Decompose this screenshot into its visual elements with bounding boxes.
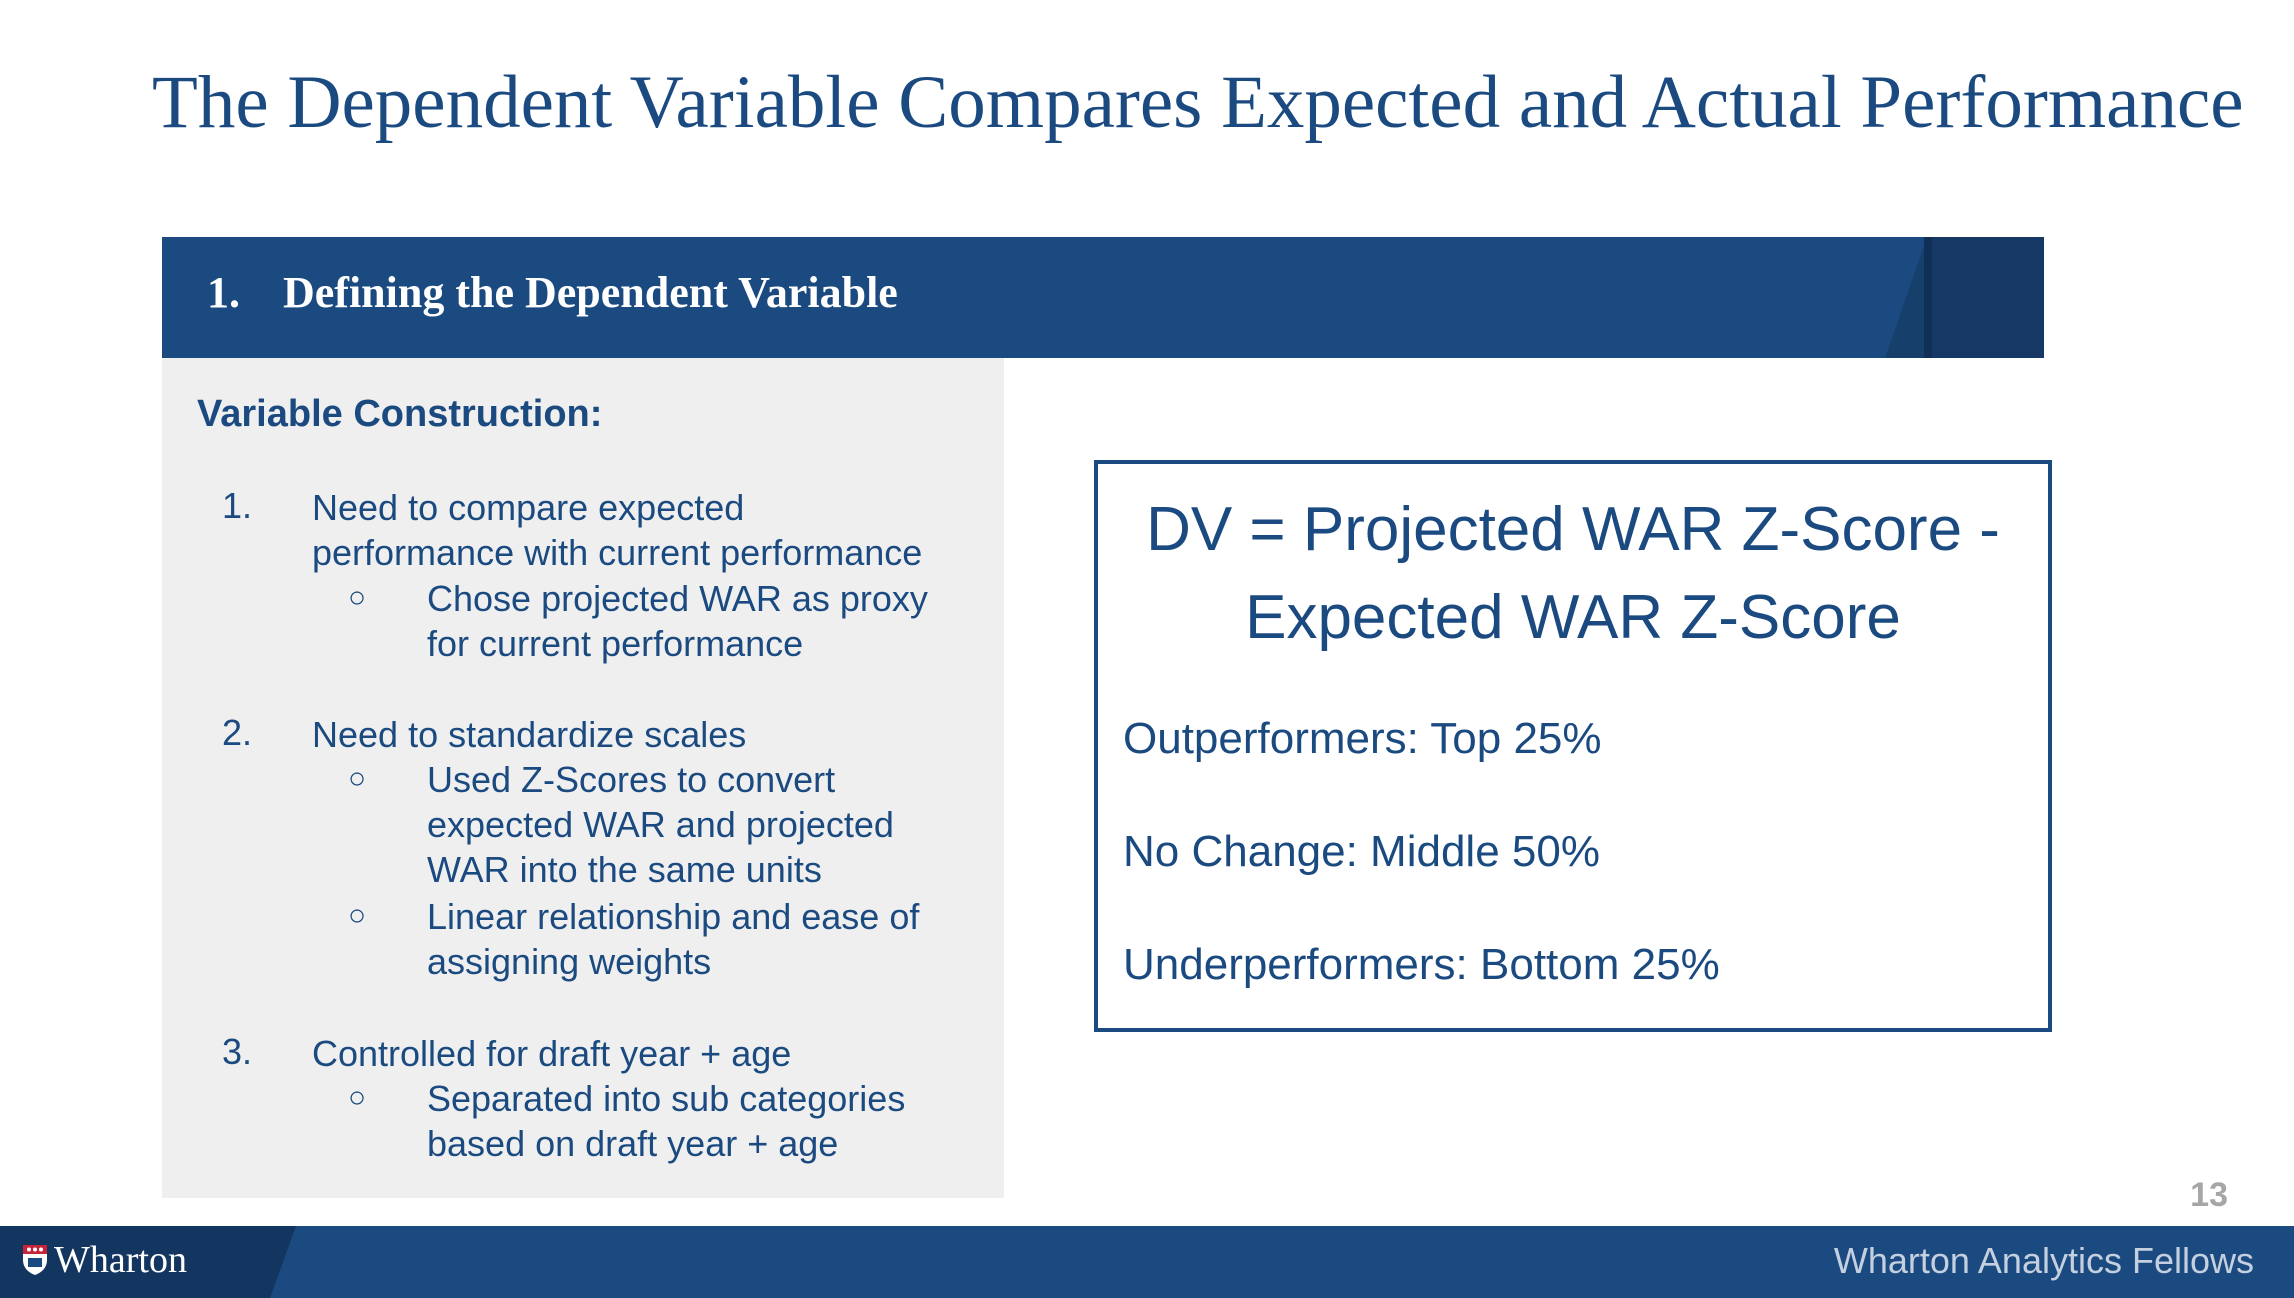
dv-formula: DV = Projected WAR Z-Score - Expected WA… [1098, 486, 2048, 662]
header-accent [1924, 237, 2044, 358]
dv-group-outperformers: Outperformers: Top 25% [1123, 714, 1602, 763]
footer-org-name: Wharton Analytics Fellows [1833, 1240, 2254, 1281]
list-item-number: 2. [222, 712, 253, 753]
sub-list-item: Used Z-Scores to convert expected WAR an… [427, 757, 987, 892]
dv-formula-line: DV = Projected WAR Z-Score - [1146, 495, 2000, 564]
section-header: 1. Defining the Dependent Variable [162, 237, 2044, 358]
list-item-line: Controlled for draft year + age [312, 1033, 792, 1074]
sub-item-line: assigning weights [427, 941, 712, 982]
list-item: Need to compare expected performance wit… [312, 485, 992, 575]
footer-logo-slant [270, 1226, 296, 1298]
dv-group-underperformers: Underperformers: Bottom 25% [1123, 940, 1720, 989]
page-number: 13 [2190, 1176, 2228, 1214]
section-number: 1. [207, 268, 240, 317]
bullet-icon: ○ [348, 899, 367, 932]
dv-group-no-change: No Change: Middle 50% [1123, 827, 1600, 876]
bullet-icon: ○ [348, 581, 367, 614]
list-item: Controlled for draft year + age [312, 1031, 992, 1076]
list-item-line: Need to standardize scales [312, 714, 747, 755]
dv-definition-box: DV = Projected WAR Z-Score - Expected WA… [1094, 460, 2052, 1032]
sub-item-line: Used Z-Scores to convert [427, 759, 836, 800]
bullet-icon: ○ [348, 762, 367, 795]
header-shade [1885, 237, 1927, 358]
sub-item-line: Chose projected WAR as proxy [427, 578, 928, 619]
list-item-number: 1. [222, 485, 253, 526]
list-item-line: Need to compare expected [312, 487, 745, 528]
sub-item-line: for current performance [427, 623, 804, 664]
sub-list-item: Separated into sub categories based on d… [427, 1076, 987, 1166]
sub-item-line: Linear relationship and ease of [427, 896, 920, 937]
wharton-logo: Wharton [54, 1239, 187, 1281]
sub-list-item: Linear relationship and ease of assignin… [427, 894, 987, 984]
slide-title: The Dependent Variable Compares Expected… [152, 61, 2244, 144]
dv-formula-line: Expected WAR Z-Score [1245, 583, 1901, 652]
section-title: Defining the Dependent Variable [283, 268, 898, 317]
sub-item-line: Separated into sub categories [427, 1078, 906, 1119]
sub-item-line: expected WAR and projected [427, 804, 894, 845]
list-item-line: performance with current performance [312, 532, 923, 573]
bullet-icon: ○ [348, 1081, 367, 1114]
list-item-number: 3. [222, 1031, 253, 1072]
sub-item-line: based on draft year + age [427, 1123, 839, 1164]
sub-item-line: WAR into the same units [427, 849, 822, 890]
variable-construction-panel: Variable Construction: 1. Need to compar… [162, 358, 1004, 1198]
penn-shield-icon [23, 1245, 47, 1275]
list-item: Need to standardize scales [312, 712, 992, 757]
footer-bar: Wharton Wharton Analytics Fellows [0, 1226, 2294, 1298]
panel-heading: Variable Construction: [197, 393, 603, 435]
sub-list-item: Chose projected WAR as proxy for current… [427, 576, 987, 666]
